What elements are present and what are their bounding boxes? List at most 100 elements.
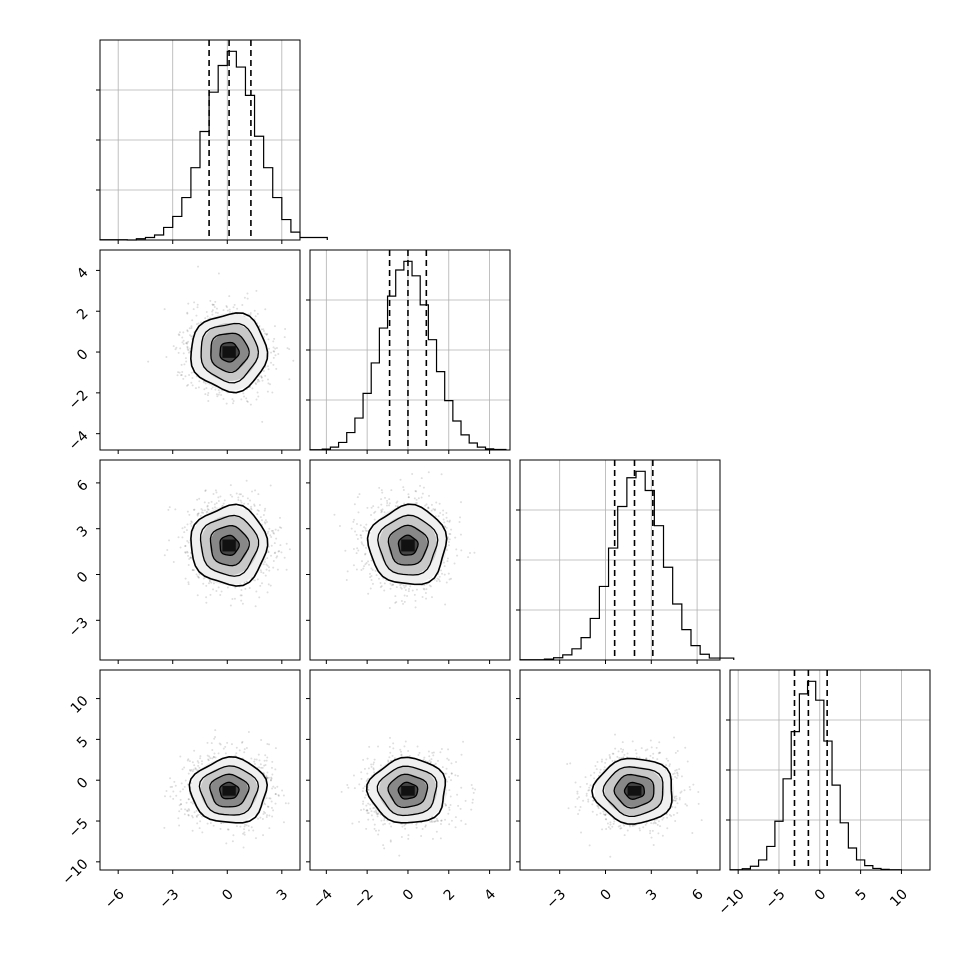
scatter-point xyxy=(275,347,278,350)
scatter-point xyxy=(371,569,374,572)
scatter-panel-2-1 xyxy=(306,459,511,661)
scatter-point xyxy=(239,594,242,597)
scatter-point xyxy=(364,527,367,530)
scatter-point xyxy=(436,577,439,580)
scatter-point xyxy=(265,563,268,566)
histogram-step xyxy=(729,680,903,871)
scatter-point xyxy=(206,315,209,318)
scatter-point xyxy=(229,604,232,607)
scatter-point xyxy=(403,586,406,589)
scatter-point xyxy=(271,391,274,394)
scatter-point xyxy=(185,529,188,532)
scatter-point xyxy=(245,747,248,750)
scatter-point xyxy=(272,531,275,534)
scatter-point xyxy=(207,392,210,395)
scatter-point xyxy=(275,556,278,559)
scatter-point xyxy=(255,398,258,401)
scatter-point xyxy=(265,759,268,762)
scatter-point xyxy=(262,513,265,516)
scatter-point xyxy=(352,547,355,550)
scatter-point xyxy=(255,289,258,292)
scatter-point xyxy=(253,762,256,765)
scatter-point xyxy=(184,357,187,360)
scatter-point xyxy=(196,513,199,516)
scatter-point xyxy=(277,529,280,532)
scatter-point xyxy=(265,568,268,571)
scatter-point xyxy=(249,403,252,406)
scatter-point xyxy=(383,511,386,514)
scatter-point xyxy=(208,755,211,758)
scatter-point xyxy=(260,571,263,574)
density-peak xyxy=(401,539,415,552)
scatter-point xyxy=(404,588,407,591)
scatter-point xyxy=(189,347,192,350)
scatter-point xyxy=(215,590,218,593)
scatter-point xyxy=(445,526,448,529)
scatter-point xyxy=(425,503,428,506)
scatter-point xyxy=(285,542,288,545)
scatter-point xyxy=(207,399,210,402)
scatter-point xyxy=(407,493,410,496)
scatter-point xyxy=(407,496,410,499)
scatter-point xyxy=(197,512,200,515)
scatter-point xyxy=(191,569,194,572)
scatter-point xyxy=(434,508,437,511)
scatter-point xyxy=(394,595,397,598)
scatter-point xyxy=(213,305,216,308)
scatter-point xyxy=(260,519,263,522)
scatter-point xyxy=(438,575,441,578)
scatter-point xyxy=(165,355,168,358)
scatter-point xyxy=(265,333,268,336)
scatter-point xyxy=(402,602,405,605)
scatter-point xyxy=(186,345,189,348)
scatter-point xyxy=(184,551,187,554)
scatter-point xyxy=(407,590,410,593)
scatter-point xyxy=(423,588,426,591)
scatter-point xyxy=(355,533,358,536)
scatter-point xyxy=(377,506,380,509)
scatter-point xyxy=(180,374,183,377)
scatter-point xyxy=(270,777,273,780)
scatter-point xyxy=(255,383,258,386)
scatter-point xyxy=(420,496,423,499)
scatter-point xyxy=(425,597,428,600)
scatter-point xyxy=(368,572,371,575)
scatter-point xyxy=(225,402,228,405)
scatter-point xyxy=(196,575,199,578)
scatter-point xyxy=(437,515,440,518)
scatter-point xyxy=(232,400,235,403)
scatter-point xyxy=(199,321,202,324)
scatter-point xyxy=(197,576,200,579)
scatter-point xyxy=(422,486,425,489)
scatter-point xyxy=(254,382,257,385)
scatter-point xyxy=(165,790,168,793)
scatter-point xyxy=(256,578,259,581)
scatter-point xyxy=(191,376,194,379)
scatter-point xyxy=(441,572,444,575)
scatter-point xyxy=(196,760,199,763)
scatter-point xyxy=(243,296,246,299)
scatter-point xyxy=(352,520,355,523)
scatter-point xyxy=(193,301,196,304)
scatter-point xyxy=(254,315,257,318)
scatter-point xyxy=(191,335,194,338)
scatter-point xyxy=(273,542,276,545)
scatter-point xyxy=(180,363,183,366)
scatter-point xyxy=(239,499,242,502)
scatter-point xyxy=(234,586,237,589)
scatter-point xyxy=(280,551,283,554)
scatter-point xyxy=(193,508,196,511)
scatter-point xyxy=(353,503,356,506)
scatter-point xyxy=(264,754,267,757)
scatter-point xyxy=(191,829,194,832)
scatter-point xyxy=(430,509,433,512)
scatter-point xyxy=(370,567,373,570)
scatter-point xyxy=(406,595,409,598)
scatter-point xyxy=(333,513,336,516)
scatter-point xyxy=(190,521,193,524)
scatter-point xyxy=(423,584,426,587)
scatter-point xyxy=(257,395,260,398)
scatter-point xyxy=(256,509,259,512)
scatter-point xyxy=(432,508,435,511)
scatter-point xyxy=(373,518,376,521)
